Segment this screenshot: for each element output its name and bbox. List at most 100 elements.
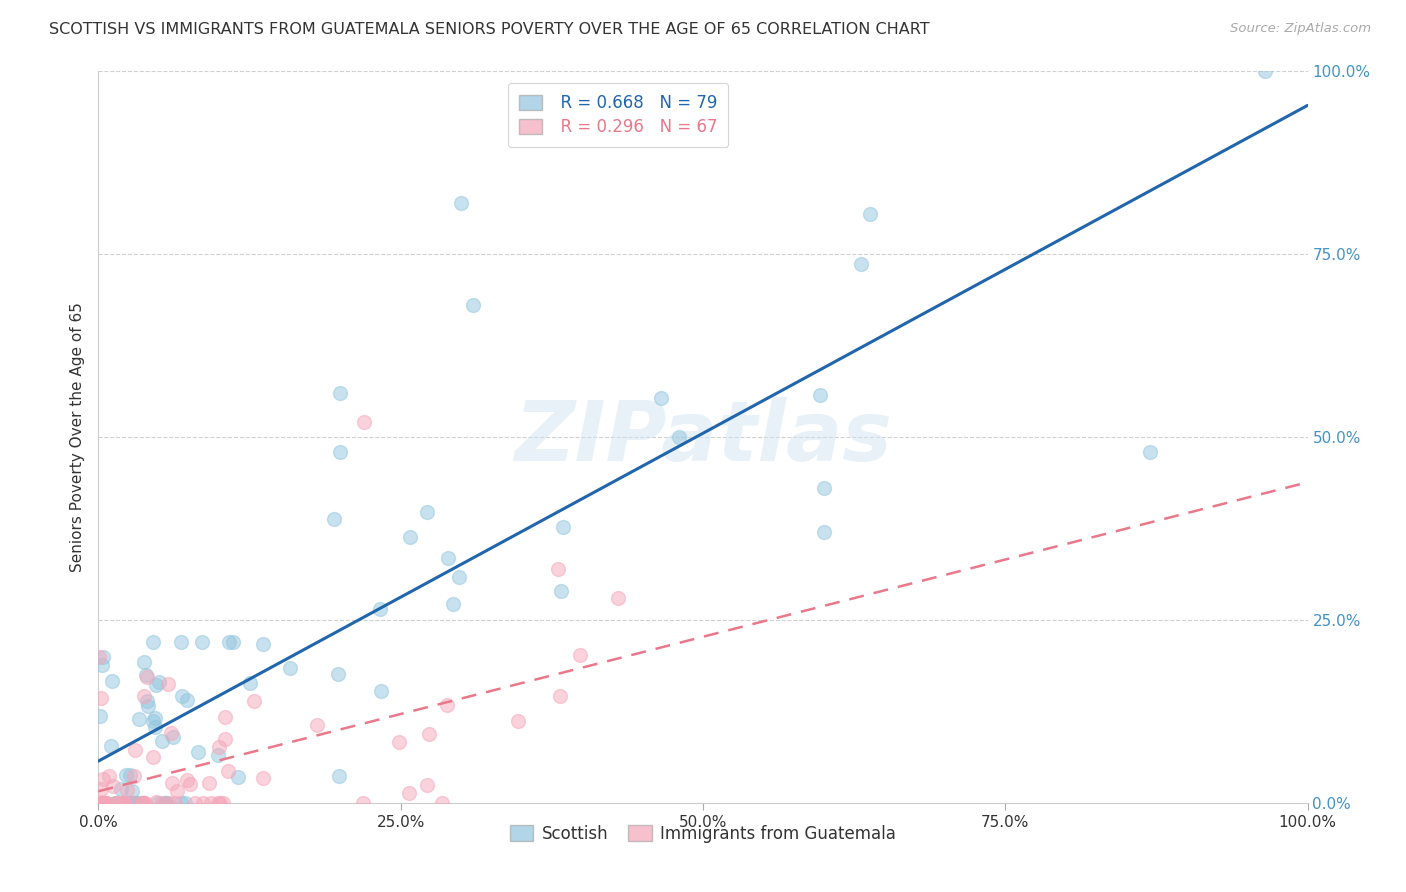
Point bbox=[169, 796, 191, 810]
Point bbox=[89, 781, 111, 796]
Point bbox=[115, 796, 138, 810]
Point bbox=[191, 796, 214, 810]
Point bbox=[104, 796, 127, 810]
Point bbox=[191, 635, 214, 649]
Point bbox=[326, 667, 349, 681]
Point bbox=[217, 764, 239, 779]
Point bbox=[398, 530, 420, 544]
Text: Source: ZipAtlas.com: Source: ZipAtlas.com bbox=[1230, 22, 1371, 36]
Point bbox=[90, 690, 112, 705]
Point bbox=[128, 712, 150, 726]
Point bbox=[568, 648, 591, 662]
Point bbox=[176, 772, 198, 787]
Point bbox=[91, 772, 114, 786]
Point bbox=[145, 678, 167, 692]
Point bbox=[121, 784, 143, 798]
Point bbox=[91, 657, 114, 672]
Point bbox=[91, 796, 114, 810]
Point bbox=[430, 796, 453, 810]
Point bbox=[668, 430, 690, 444]
Point bbox=[93, 796, 115, 810]
Point bbox=[650, 391, 672, 405]
Point bbox=[387, 735, 409, 749]
Point bbox=[418, 727, 440, 741]
Point bbox=[138, 698, 160, 713]
Point bbox=[122, 796, 145, 810]
Point bbox=[101, 674, 124, 689]
Point bbox=[174, 796, 197, 810]
Point bbox=[184, 796, 207, 810]
Point bbox=[218, 635, 240, 649]
Point bbox=[607, 591, 630, 605]
Point bbox=[91, 649, 114, 664]
Point bbox=[329, 386, 352, 401]
Point bbox=[159, 726, 181, 740]
Point bbox=[155, 796, 177, 810]
Point bbox=[146, 796, 169, 810]
Point bbox=[112, 796, 135, 810]
Point bbox=[239, 676, 262, 690]
Point bbox=[198, 776, 221, 790]
Point bbox=[450, 196, 472, 211]
Point bbox=[329, 444, 352, 458]
Point bbox=[207, 796, 229, 810]
Point bbox=[93, 796, 115, 810]
Point bbox=[208, 796, 231, 810]
Point bbox=[548, 689, 571, 703]
Point bbox=[187, 745, 209, 759]
Point bbox=[252, 637, 274, 651]
Point bbox=[118, 796, 141, 810]
Point bbox=[222, 635, 245, 649]
Point bbox=[1254, 64, 1277, 78]
Point bbox=[307, 718, 329, 732]
Point bbox=[550, 583, 572, 598]
Point bbox=[398, 785, 420, 799]
Point bbox=[808, 387, 831, 401]
Point bbox=[114, 796, 136, 810]
Point bbox=[131, 796, 153, 810]
Point bbox=[443, 597, 465, 611]
Point bbox=[858, 207, 880, 221]
Point bbox=[136, 694, 159, 708]
Point bbox=[214, 732, 236, 747]
Point bbox=[328, 769, 350, 783]
Point bbox=[89, 709, 111, 723]
Point bbox=[179, 777, 201, 791]
Point bbox=[132, 655, 155, 669]
Point bbox=[170, 635, 193, 649]
Point bbox=[96, 796, 118, 810]
Point bbox=[135, 667, 157, 681]
Point bbox=[145, 795, 167, 809]
Point bbox=[352, 796, 374, 810]
Point bbox=[813, 525, 835, 540]
Point bbox=[110, 781, 132, 796]
Point bbox=[90, 796, 112, 810]
Point bbox=[142, 714, 165, 728]
Point bbox=[176, 693, 198, 707]
Point bbox=[120, 796, 142, 810]
Legend: Scottish, Immigrants from Guatemala: Scottish, Immigrants from Guatemala bbox=[503, 818, 903, 849]
Point bbox=[96, 796, 118, 810]
Point bbox=[437, 550, 460, 565]
Y-axis label: Seniors Poverty Over the Age of 65: Seniors Poverty Over the Age of 65 bbox=[69, 302, 84, 572]
Point bbox=[449, 570, 471, 584]
Point bbox=[111, 796, 134, 810]
Point bbox=[166, 784, 188, 798]
Point bbox=[120, 768, 142, 782]
Point bbox=[463, 298, 485, 312]
Point bbox=[142, 635, 165, 649]
Point bbox=[416, 505, 439, 519]
Point bbox=[226, 770, 249, 784]
Point bbox=[110, 796, 132, 810]
Point bbox=[135, 669, 157, 683]
Point bbox=[208, 739, 231, 754]
Point bbox=[91, 796, 114, 810]
Point bbox=[547, 562, 569, 576]
Point bbox=[117, 796, 139, 810]
Point bbox=[163, 796, 186, 810]
Point bbox=[124, 796, 146, 810]
Point bbox=[101, 780, 124, 794]
Point bbox=[104, 796, 127, 810]
Point bbox=[114, 767, 136, 781]
Point bbox=[134, 796, 156, 810]
